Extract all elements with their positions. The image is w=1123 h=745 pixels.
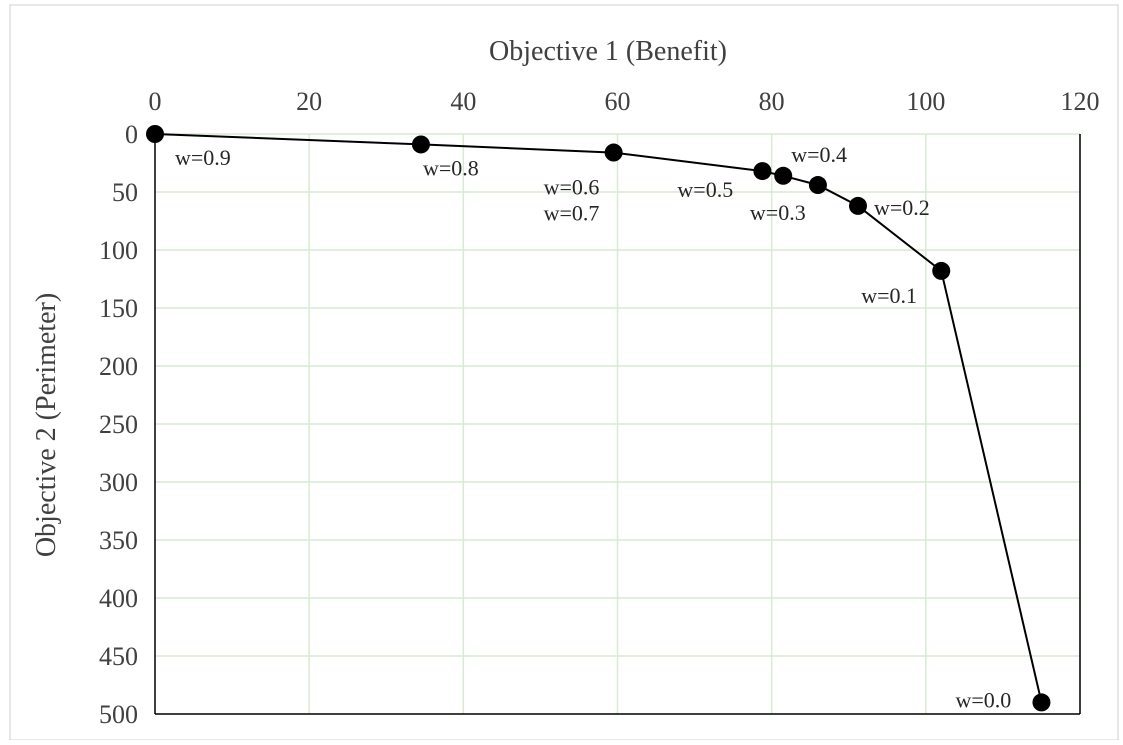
data-point [774,166,793,185]
x-tick-label: 120 [1061,87,1100,116]
data-point [1032,693,1051,712]
data-point [146,125,164,143]
data-label: w=0.3 [750,200,806,225]
data-label: w=0.7 [544,201,600,226]
x-tick-label: 0 [149,87,162,116]
chart-border [9,4,1119,741]
data-label: w=0.1 [861,283,917,308]
data-label: w=0.9 [175,145,231,170]
tick-labels: 0 20 40 60 80 100 120 0 50 100 150 200 250 300 350 400 4… [99,87,1100,729]
x-tick-label: 100 [906,87,945,116]
data-label: w=0.6 [544,175,600,200]
data-label: w=0.0 [955,687,1011,712]
data-point [849,196,867,215]
x-tick-label: 20 [296,87,322,116]
y-tick-label: 50 [112,178,138,207]
x-tick-label: 80 [759,87,785,116]
point-labels: w=0.9 w=0.8 w=0.6w=0.7 w=0.5 w=0.4 w=0.3 w=0.2… [175,142,1011,713]
x-tick-label: 60 [605,87,631,116]
y-tick-label: 0 [125,120,138,149]
y-tick-label: 450 [99,642,138,671]
data-label: w=0.5 [677,177,733,202]
data-label: w=0.4 [791,142,847,167]
data-point [808,176,827,195]
y-tick-label: 400 [99,584,138,613]
y-tick-label: 200 [99,352,138,381]
y-tick-label: 150 [99,294,138,323]
y-tick-label: 250 [99,410,138,439]
data-point [411,135,430,154]
data-point [604,143,623,162]
data-label: w=0.2 [874,195,930,220]
data-point [932,261,951,280]
data-point [753,162,772,181]
axes [154,133,1081,715]
y-tick-label: 350 [99,526,138,555]
data-label: w=0.8 [423,155,479,180]
y-tick-label: 300 [99,468,138,497]
y-tick-label: 100 [99,236,138,265]
y-axis-title: Objective 2 (Perimeter) [31,293,62,557]
x-axis-title: Objective 1 (Benefit) [489,36,727,67]
y-tick-label: 500 [99,700,138,729]
x-tick-label: 40 [450,87,476,116]
series-1 [146,125,1051,712]
